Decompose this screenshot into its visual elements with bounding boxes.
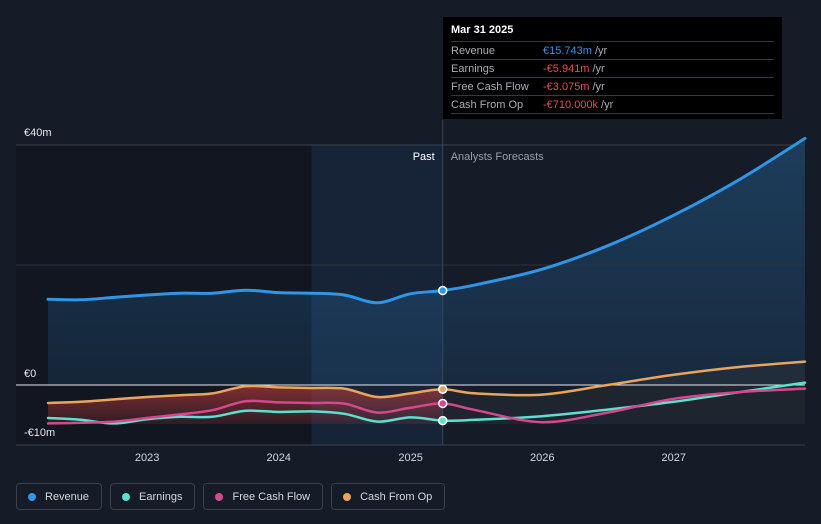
legend-item-free-cash-flow[interactable]: Free Cash Flow: [203, 483, 324, 510]
tooltip-unit: /yr: [592, 80, 605, 93]
x-tick-label-2026: 2026: [530, 452, 554, 464]
revenue-area-fill: [48, 138, 805, 385]
tooltip-value: -€3.075m: [543, 80, 590, 93]
tooltip-row-revenue: Revenue €15.743m /yr: [451, 41, 774, 59]
y-axis-label-bottom: -€10m: [24, 427, 55, 439]
legend-label: Free Cash Flow: [232, 490, 311, 503]
tooltip-date: Mar 31 2025: [451, 24, 514, 36]
series-line-revenue: [46, 136, 807, 305]
chart-legend: Revenue Earnings Free Cash Flow Cash Fro…: [16, 483, 446, 510]
tooltip-unit: /yr: [601, 98, 614, 111]
legend-dot-icon: [215, 492, 224, 501]
highlight-point-revenue: [437, 285, 448, 296]
x-tick-label-2024: 2024: [266, 452, 290, 464]
tooltip-label: Cash From Op: [451, 98, 524, 111]
x-tick-label-2025: 2025: [398, 452, 422, 464]
chart-tooltip: Mar 31 2025 Revenue €15.743m /yr Earning…: [443, 17, 782, 119]
tooltip-unit: /yr: [592, 62, 605, 75]
legend-label: Cash From Op: [360, 490, 433, 503]
legend-item-earnings[interactable]: Earnings: [110, 483, 196, 510]
series-line-free-cash-flow: [46, 387, 807, 425]
highlight-point-cash-from-op: [437, 384, 448, 395]
y-axis-label-zero: €0: [24, 368, 36, 380]
legend-label: Earnings: [139, 490, 183, 503]
legend-item-cash-from-op[interactable]: Cash From Op: [331, 483, 446, 510]
legend-dot-icon: [343, 492, 352, 501]
past-label: Past: [413, 151, 435, 163]
tooltip-row-earnings: Earnings -€5.941m /yr: [451, 59, 774, 77]
tooltip-label: Revenue: [451, 44, 496, 57]
forecast-area-fill: [442, 361, 805, 424]
tooltip-label: Earnings: [451, 62, 495, 75]
legend-dot-icon: [122, 492, 131, 501]
highlight-point-free-cash-flow: [437, 398, 448, 409]
tooltip-label: Free Cash Flow: [451, 80, 529, 93]
legend-dot-icon: [28, 492, 36, 501]
tooltip-row-cash-from-op: Cash From Op -€710.000k /yr: [451, 95, 774, 114]
tooltip-unit: /yr: [594, 44, 608, 57]
legend-label: Revenue: [45, 490, 90, 503]
y-axis-label-top: €40m: [24, 127, 52, 139]
x-tick-label-2027: 2027: [662, 452, 686, 464]
series-line-cash-from-op: [46, 360, 807, 405]
forecast-label: Analysts Forecasts: [451, 151, 544, 163]
tooltip-row-free-cash-flow: Free Cash Flow -€3.075m /yr: [451, 77, 774, 95]
tooltip-value: €15.743m: [543, 44, 592, 57]
legend-item-revenue[interactable]: Revenue: [16, 483, 103, 510]
x-tick-label-2023: 2023: [135, 452, 159, 464]
highlight-point-earnings: [437, 415, 448, 426]
tooltip-value: -€710.000k: [543, 98, 599, 111]
tooltip-value: -€5.941m: [543, 62, 590, 75]
